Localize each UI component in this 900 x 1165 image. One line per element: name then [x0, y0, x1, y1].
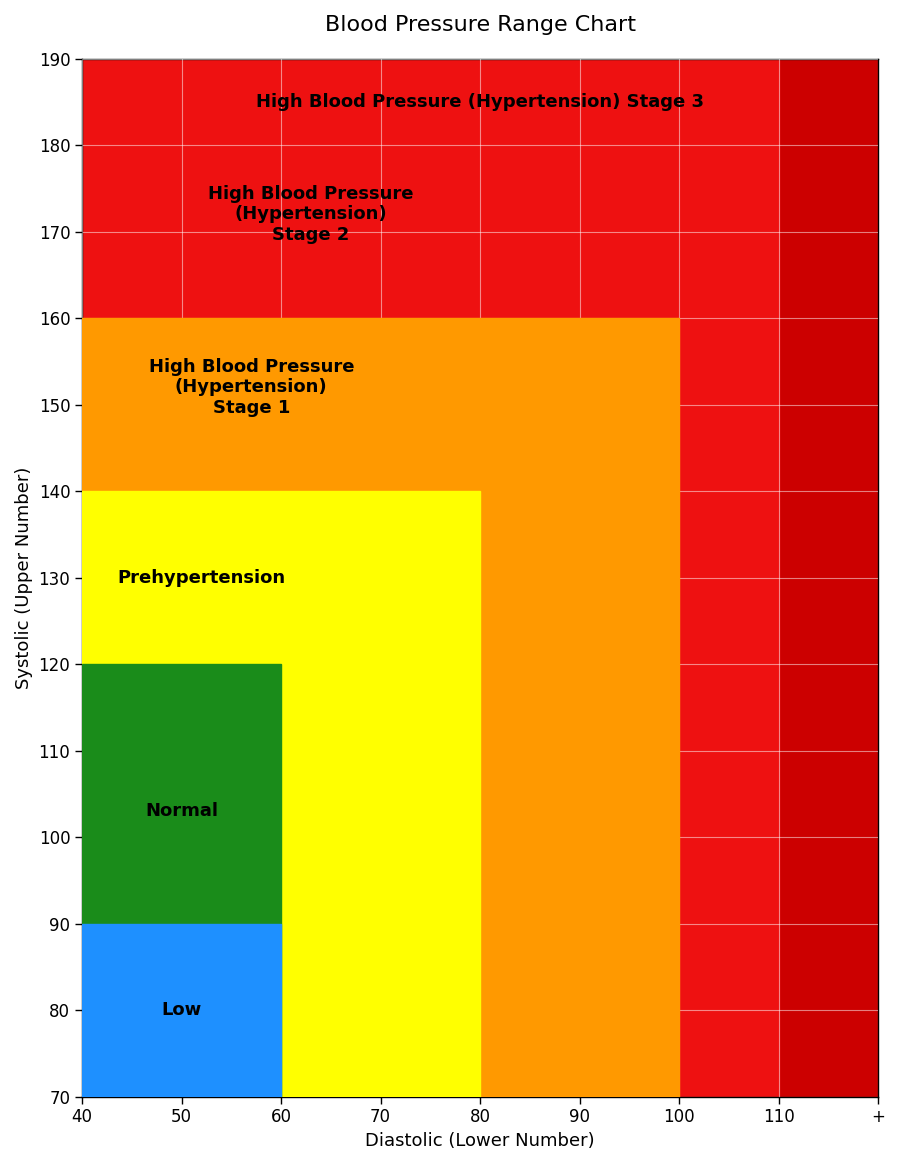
Text: Normal: Normal	[145, 803, 218, 820]
Bar	[82, 664, 281, 1096]
Text: Prehypertension: Prehypertension	[117, 569, 285, 587]
Bar	[82, 492, 480, 1096]
Text: High Blood Pressure
(Hypertension)
Stage 2: High Blood Pressure (Hypertension) Stage…	[208, 185, 414, 245]
Text: High Blood Pressure (Hypertension) Stage 3: High Blood Pressure (Hypertension) Stage…	[256, 93, 704, 111]
Bar	[82, 924, 281, 1096]
Y-axis label: Systolic (Upper Number): Systolic (Upper Number)	[15, 466, 33, 689]
X-axis label: Diastolic (Lower Number): Diastolic (Lower Number)	[365, 1132, 595, 1150]
Text: High Blood Pressure
(Hypertension)
Stage 1: High Blood Pressure (Hypertension) Stage…	[148, 358, 354, 417]
Bar	[82, 318, 680, 1096]
Text: Low: Low	[161, 1001, 202, 1019]
Bar	[82, 58, 778, 1096]
Title: Blood Pressure Range Chart: Blood Pressure Range Chart	[325, 15, 635, 35]
